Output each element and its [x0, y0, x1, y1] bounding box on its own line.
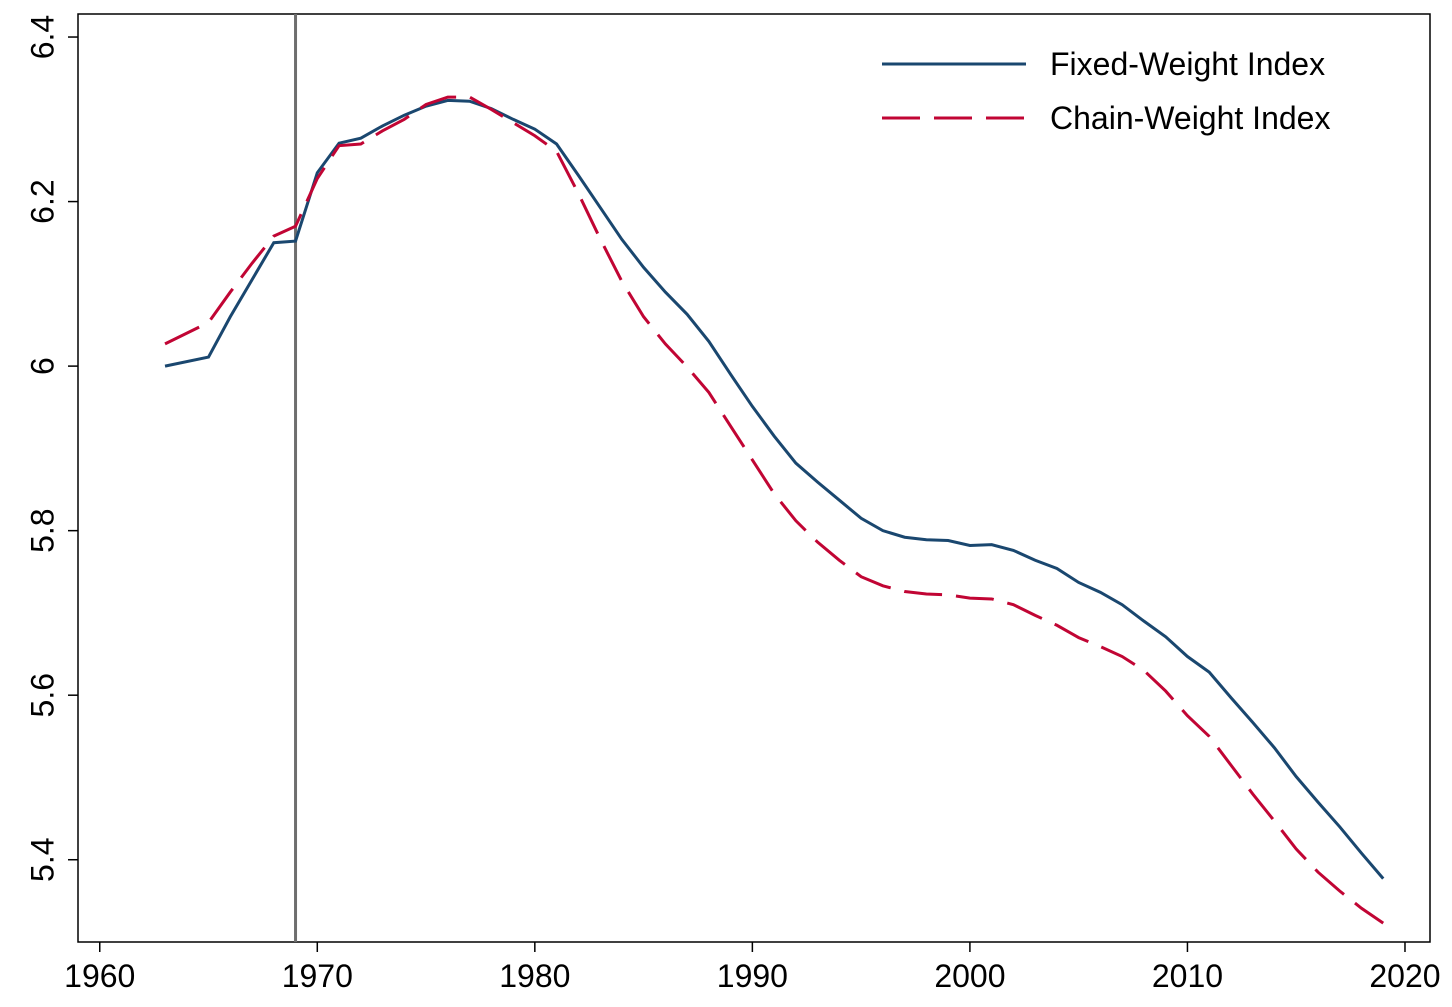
series-line: [164, 95, 1385, 925]
y-tick-label: 6.4: [24, 15, 60, 59]
x-tick-label: 2020: [1369, 958, 1440, 994]
y-tick-label: 6: [24, 357, 60, 375]
legend-label: Fixed-Weight Index: [1050, 46, 1325, 82]
y-tick-label: 6.2: [24, 179, 60, 223]
y-tick-label: 5.8: [24, 508, 60, 552]
y-tick-label: 5.6: [24, 673, 60, 717]
plot-frame: [77, 13, 1431, 943]
x-tick-label: 1980: [499, 958, 570, 994]
y-tick-label: 5.4: [24, 837, 60, 881]
legend-label: Chain-Weight Index: [1050, 100, 1330, 136]
x-tick-label: 1960: [64, 958, 135, 994]
x-tick-label: 2010: [1152, 958, 1223, 994]
series-line: [164, 98, 1385, 880]
x-tick-label: 1970: [282, 958, 353, 994]
x-tick-label: 2000: [934, 958, 1005, 994]
x-tick-label: 1990: [717, 958, 788, 994]
